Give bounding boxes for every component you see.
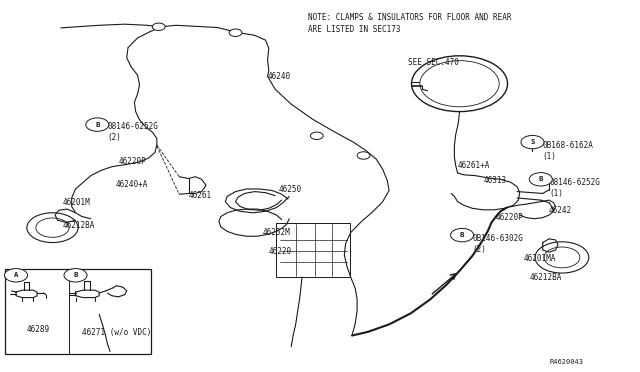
Text: B: B [95, 122, 99, 128]
Text: 46261: 46261 [189, 191, 212, 200]
Text: S: S [531, 139, 534, 145]
Text: 0B168-6162A
(1): 0B168-6162A (1) [543, 141, 593, 161]
Circle shape [357, 152, 370, 159]
Text: 46201M: 46201M [63, 198, 90, 207]
Text: 46240+A: 46240+A [115, 180, 148, 189]
Circle shape [4, 269, 28, 282]
Text: 46242: 46242 [549, 206, 572, 215]
Text: B: B [460, 232, 464, 238]
Text: 46220P: 46220P [118, 157, 146, 166]
Text: 46252M: 46252M [262, 228, 290, 237]
Text: 46220P: 46220P [496, 213, 524, 222]
Circle shape [229, 29, 242, 36]
Circle shape [64, 269, 87, 282]
Text: 08146-6252G
(1): 08146-6252G (1) [549, 178, 600, 198]
Text: 46250: 46250 [278, 185, 301, 194]
Text: 46261+A: 46261+A [458, 161, 490, 170]
Text: 46220: 46220 [269, 247, 292, 256]
Text: B: B [74, 272, 77, 278]
Text: SEE SEC.470: SEE SEC.470 [408, 58, 459, 67]
Circle shape [86, 118, 109, 131]
Text: 46240: 46240 [268, 72, 291, 81]
Circle shape [529, 173, 552, 186]
Text: R4620043: R4620043 [549, 359, 583, 365]
Circle shape [521, 135, 544, 149]
Text: 08146-6252G
(2): 08146-6252G (2) [108, 122, 158, 142]
Text: B: B [539, 176, 543, 182]
Text: NOTE: CLAMPS & INSULATORS FOR FLOOR AND REAR
ARE LISTED IN SEC173: NOTE: CLAMPS & INSULATORS FOR FLOOR AND … [308, 13, 512, 34]
Circle shape [451, 228, 474, 242]
Bar [276, 223, 350, 277]
Text: 0B146-6302G
(2): 0B146-6302G (2) [472, 234, 523, 254]
Text: 46271 (w/o VDC): 46271 (w/o VDC) [82, 328, 151, 337]
Bar [5, 269, 151, 354]
Text: 46201MA: 46201MA [524, 254, 556, 263]
Text: 46212BA: 46212BA [530, 273, 563, 282]
Text: 46212BA: 46212BA [63, 221, 95, 230]
Text: 46313: 46313 [483, 176, 506, 185]
Text: 46289: 46289 [27, 325, 50, 334]
Circle shape [152, 23, 165, 31]
Text: A: A [14, 272, 18, 278]
Circle shape [310, 132, 323, 140]
